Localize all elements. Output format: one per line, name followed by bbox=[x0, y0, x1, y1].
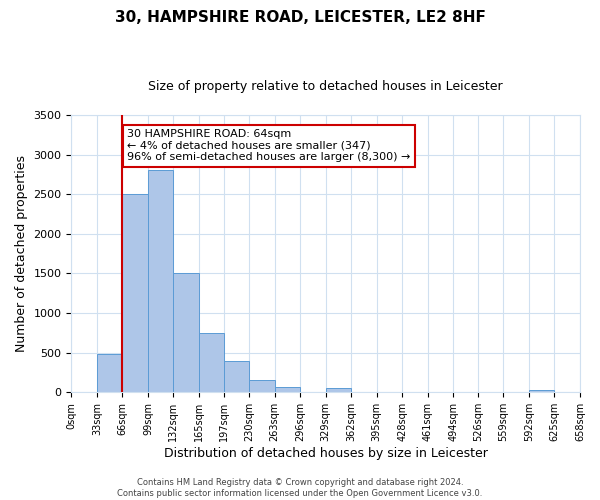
Bar bbox=[199, 333, 224, 392]
Bar bbox=[275, 387, 300, 392]
Text: Contains HM Land Registry data © Crown copyright and database right 2024.
Contai: Contains HM Land Registry data © Crown c… bbox=[118, 478, 482, 498]
Text: 30 HAMPSHIRE ROAD: 64sqm
← 4% of detached houses are smaller (347)
96% of semi-d: 30 HAMPSHIRE ROAD: 64sqm ← 4% of detache… bbox=[127, 130, 410, 162]
Text: 30, HAMPSHIRE ROAD, LEICESTER, LE2 8HF: 30, HAMPSHIRE ROAD, LEICESTER, LE2 8HF bbox=[115, 10, 485, 25]
Bar bbox=[122, 194, 148, 392]
Bar bbox=[224, 360, 249, 392]
Title: Size of property relative to detached houses in Leicester: Size of property relative to detached ho… bbox=[148, 80, 503, 93]
X-axis label: Distribution of detached houses by size in Leicester: Distribution of detached houses by size … bbox=[164, 447, 488, 460]
Bar bbox=[326, 388, 351, 392]
Bar bbox=[97, 354, 122, 393]
Bar bbox=[148, 170, 173, 392]
Bar bbox=[249, 380, 275, 392]
Bar bbox=[529, 390, 554, 392]
Y-axis label: Number of detached properties: Number of detached properties bbox=[15, 155, 28, 352]
Bar bbox=[173, 274, 199, 392]
